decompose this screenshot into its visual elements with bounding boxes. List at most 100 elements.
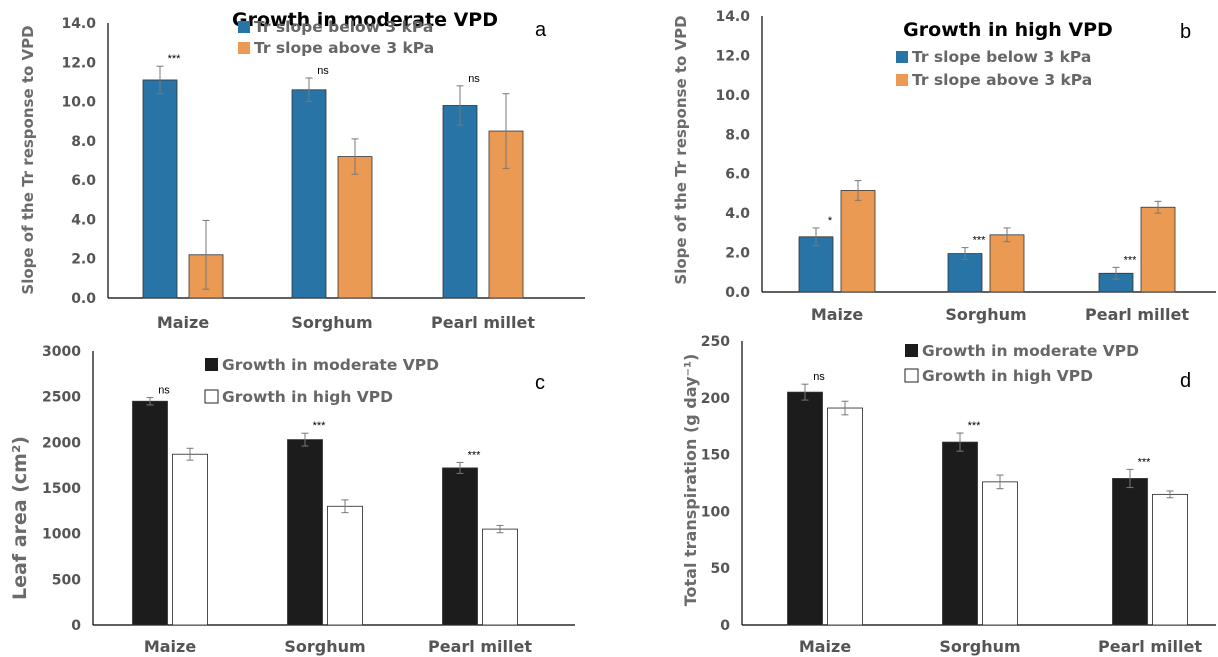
y-tick-label: 14.0	[715, 9, 750, 25]
significance-label: ns	[317, 65, 329, 77]
y-tick-label: 2.0	[725, 246, 750, 262]
legend-swatch	[205, 358, 218, 371]
x-category-label: Maize	[157, 313, 210, 332]
legend-label: Tr slope above 3 kPa	[254, 39, 434, 57]
bar-sorghum-series-2	[982, 481, 1018, 626]
significance-label: ns	[468, 73, 480, 85]
y-tick-label: 3000	[42, 344, 81, 360]
y-tick-label: 50	[711, 561, 731, 577]
y-axis-title: Slope of the Tr response to VPD	[19, 25, 37, 294]
bar-sorghum-series-1	[291, 89, 327, 299]
x-category-label: Sorghum	[284, 637, 365, 656]
y-tick-label: 1000	[42, 527, 81, 543]
y-tick-label: 6.0	[725, 167, 750, 183]
y-tick-label: 14.0	[61, 16, 96, 32]
bar-maize-series-1	[142, 79, 178, 299]
chart-title: Growth in moderate VPD	[232, 9, 498, 31]
y-tick-label: 150	[701, 448, 730, 464]
legend-swatch	[896, 74, 908, 86]
chart-title: Growth in high VPD	[903, 19, 1113, 41]
panel-letter: c	[535, 372, 545, 394]
bar-pearl-millet-series-1	[1112, 478, 1148, 626]
bar-sorghum-series-1	[287, 439, 323, 626]
y-tick-label: 6.0	[71, 173, 96, 189]
significance-label: *	[828, 215, 833, 227]
chart-panel-a: 0.0 2.0 4.0 6.0 8.0 10.0 12.0 14.0 *** Maize ns Sor…	[19, 9, 585, 332]
bar-maize-series-1	[787, 391, 823, 626]
y-tick-label: 4.0	[71, 212, 96, 228]
y-tick-label: 100	[701, 504, 730, 520]
bar-maize-series-2	[840, 190, 876, 293]
legend-label: Growth in high VPD	[922, 367, 1093, 385]
bar-pearl-millet-series-2	[1152, 493, 1188, 626]
legend-swatch	[904, 368, 919, 383]
y-tick-label: 1500	[42, 481, 81, 497]
legend-label: Tr slope below 3 kPa	[254, 18, 433, 36]
y-tick-label: 0.0	[725, 285, 750, 301]
panel-letter: a	[535, 19, 547, 41]
bar-maize-series-2	[172, 453, 208, 626]
x-category-label: Sorghum	[291, 313, 372, 332]
significance-label: ***	[1138, 456, 1152, 468]
x-category-label: Pearl millet	[428, 637, 532, 656]
bar-pearl-millet-series-2	[1140, 206, 1176, 293]
x-category-label: Pearl millet	[1098, 637, 1202, 656]
y-tick-label: 0	[71, 618, 81, 634]
panel-letter: d	[1180, 370, 1191, 392]
significance-label: ***	[468, 449, 482, 461]
y-tick-label: 10.0	[61, 95, 96, 111]
y-tick-label: 0.0	[71, 291, 96, 307]
legend-swatch	[238, 21, 250, 33]
y-tick-label: 0	[720, 618, 730, 634]
y-tick-label: 8.0	[725, 127, 750, 143]
y-axis-title: Slope of the Tr response to VPD	[672, 15, 690, 284]
x-category-label: Maize	[811, 305, 864, 324]
bar-sorghum-series-1	[942, 441, 978, 626]
x-category-label: Sorghum	[939, 637, 1020, 656]
y-tick-label: 12.0	[715, 48, 750, 64]
significance-label: ns	[813, 371, 825, 383]
y-tick-label: 2500	[42, 390, 81, 406]
bar-pearl-millet-series-1	[442, 467, 478, 626]
x-category-label: Maize	[799, 637, 852, 656]
bar-pearl-millet-series-1	[442, 105, 478, 299]
bar-pearl-millet-series-2	[482, 528, 518, 626]
x-category-label: Pearl millet	[431, 313, 535, 332]
chart-panel-b: 0.0 2.0 4.0 6.0 8.0 10.0 12.0 14.0 * Maize *** Sorg…	[672, 9, 1216, 324]
y-tick-label: 2000	[42, 435, 81, 451]
legend-label: Growth in moderate VPD	[922, 342, 1139, 360]
y-tick-label: 200	[701, 391, 730, 407]
y-tick-label: 8.0	[71, 134, 96, 150]
y-tick-label: 2.0	[71, 252, 96, 268]
legend-label: Growth in moderate VPD	[222, 356, 439, 374]
bar-maize-series-1	[132, 400, 168, 626]
x-category-label: Pearl millet	[1085, 305, 1189, 324]
legend-label: Growth in high VPD	[222, 388, 393, 406]
y-tick-label: 10.0	[715, 88, 750, 104]
bar-maize-series-2	[827, 407, 863, 626]
legend-swatch	[238, 42, 250, 54]
significance-label: ***	[973, 235, 987, 247]
chart-panel-d: 0 50 100 150 200 250 ns Maize *** Sorghum *** Pearl…	[681, 334, 1216, 656]
significance-label: ***	[1124, 254, 1138, 266]
chart-panel-c: 0 500 1000 1500 2000 2500 3000 ns Maize *** Sorghu…	[9, 344, 575, 656]
legend-label: Tr slope below 3 kPa	[912, 48, 1091, 66]
y-tick-label: 12.0	[61, 55, 96, 71]
panel-letter: b	[1180, 21, 1191, 43]
y-axis-title: Leaf area (cm²)	[9, 436, 31, 600]
x-category-label: Maize	[144, 637, 197, 656]
bar-sorghum-series-2	[989, 234, 1025, 293]
x-category-label: Sorghum	[945, 305, 1026, 324]
y-axis-title: Total transpiration (g day⁻¹)	[681, 354, 700, 607]
bar-sorghum-series-2	[337, 156, 373, 299]
bar-sorghum-series-2	[327, 505, 363, 626]
legend-swatch	[896, 51, 908, 63]
significance-label: ***	[968, 420, 982, 432]
y-tick-label: 4.0	[725, 206, 750, 222]
y-tick-label: 500	[52, 572, 81, 588]
significance-label: ns	[158, 385, 170, 397]
legend-swatch	[204, 389, 219, 404]
y-tick-label: 250	[701, 334, 730, 350]
legend-swatch	[905, 344, 918, 357]
